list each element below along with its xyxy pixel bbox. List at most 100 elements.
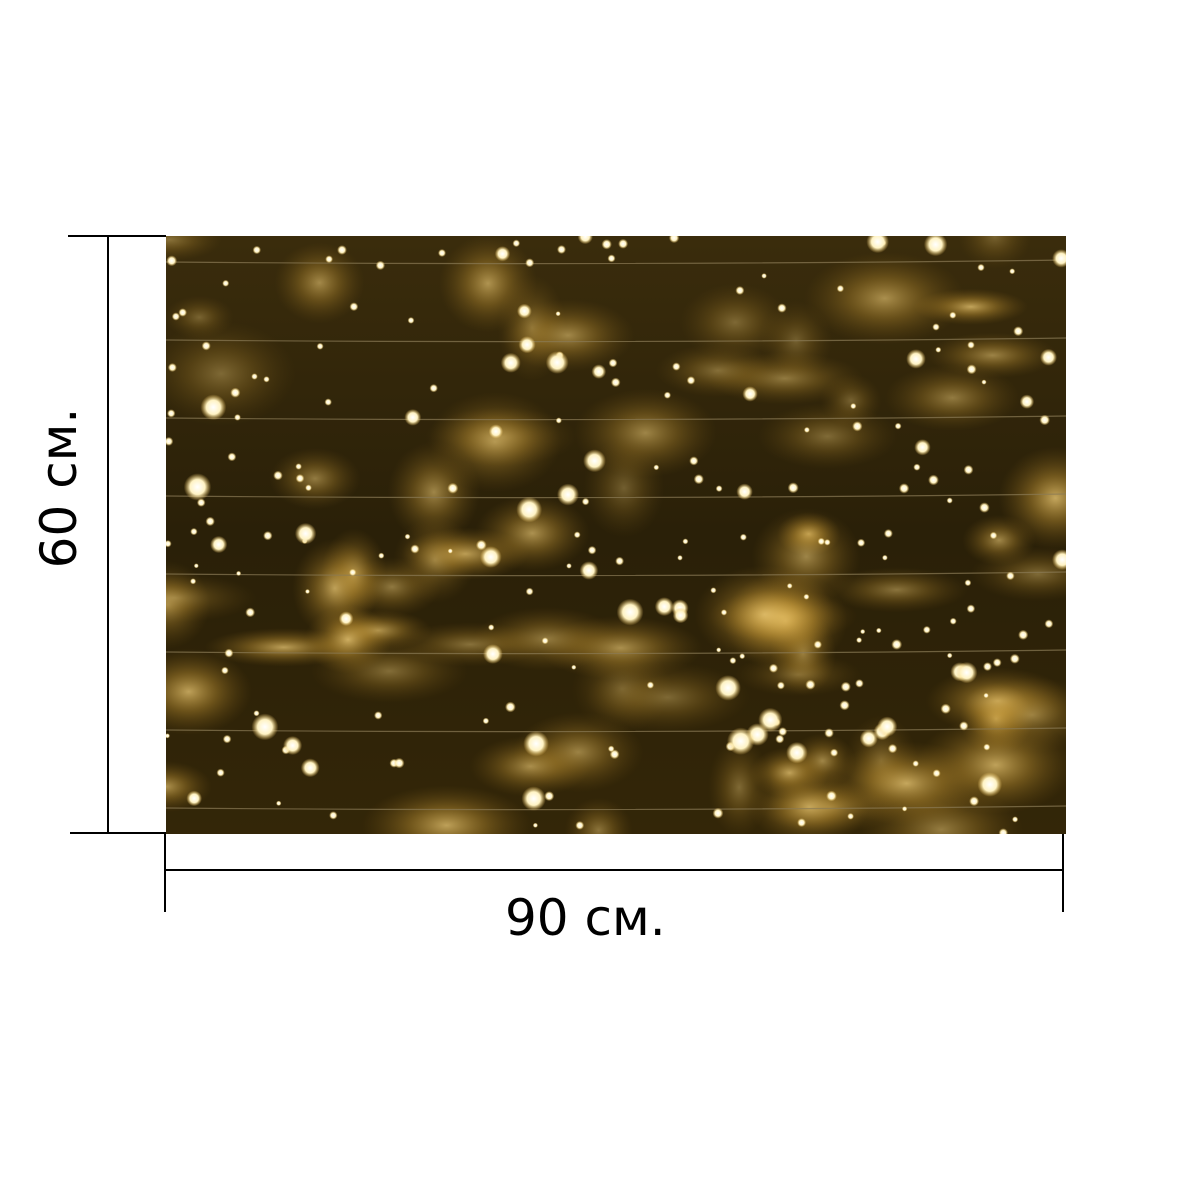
- led-bulb: [516, 496, 543, 523]
- led-bulb: [276, 800, 282, 806]
- led-bulb: [817, 537, 825, 546]
- led-bulb: [488, 624, 495, 631]
- led-bulb: [786, 583, 793, 589]
- led-bulb: [739, 533, 747, 541]
- led-bulb: [166, 436, 174, 446]
- led-bulb: [983, 692, 989, 699]
- led-bulb: [523, 730, 549, 757]
- led-bulb: [447, 482, 459, 494]
- led-bulb: [847, 812, 854, 820]
- light-wire: [166, 415, 1066, 421]
- led-bulb: [190, 527, 198, 536]
- led-bulb: [616, 598, 644, 626]
- width-dimension-line: [166, 869, 1064, 871]
- led-bulb: [615, 556, 624, 566]
- led-bulb: [912, 760, 919, 767]
- led-bulb: [805, 679, 816, 690]
- led-bulb: [729, 657, 737, 665]
- led-bulb: [1040, 348, 1057, 366]
- led-bulb: [1012, 816, 1019, 823]
- led-bulb: [581, 497, 590, 506]
- led-bulb: [607, 745, 615, 753]
- led-bulb: [573, 531, 581, 539]
- led-bulb: [583, 449, 606, 473]
- led-bulb: [777, 303, 787, 313]
- led-bulb: [914, 439, 931, 456]
- led-bulb: [393, 757, 405, 769]
- light-glow: [825, 567, 968, 613]
- led-bulb: [1052, 249, 1066, 268]
- led-bulb: [273, 470, 283, 481]
- light-wire: [166, 649, 1066, 655]
- led-bulb: [1044, 619, 1054, 629]
- led-bulb: [505, 701, 516, 713]
- led-bulb: [720, 609, 728, 616]
- light-wire: [166, 337, 1066, 343]
- led-bulb: [557, 483, 579, 506]
- led-bulb: [787, 482, 799, 494]
- height-top-tick: [68, 235, 166, 237]
- led-bulb: [758, 707, 783, 732]
- led-bulb: [252, 245, 261, 255]
- light-glow: [884, 364, 1021, 431]
- led-bulb: [693, 474, 704, 485]
- led-bulb: [859, 729, 878, 748]
- wire-layer: [166, 259, 1066, 811]
- led-bulb: [245, 607, 256, 618]
- led-bulb: [483, 644, 503, 664]
- led-bulb: [663, 391, 671, 399]
- led-bulb: [949, 617, 957, 625]
- light-wire: [166, 805, 1066, 811]
- led-bulb: [429, 384, 438, 393]
- led-bulb: [1013, 326, 1024, 337]
- led-bulb: [210, 535, 228, 554]
- led-bulb: [201, 341, 211, 351]
- led-bulb: [923, 236, 948, 257]
- led-bulb: [512, 239, 521, 248]
- led-bulb: [967, 341, 975, 349]
- led-bulb: [946, 497, 953, 504]
- led-bulb: [438, 249, 446, 257]
- led-bulb: [901, 806, 908, 812]
- led-bulb: [618, 238, 629, 249]
- led-bulb: [932, 323, 940, 331]
- led-bulb: [517, 303, 532, 319]
- led-bulb: [977, 263, 985, 272]
- led-bulb: [672, 362, 681, 371]
- led-bulb: [300, 758, 320, 778]
- led-bulb: [222, 279, 230, 287]
- led-bulb: [227, 452, 237, 462]
- led-bulb: [475, 539, 487, 551]
- led-bulb: [653, 464, 660, 471]
- led-lights-illustration: [166, 236, 1066, 834]
- led-bulb: [887, 743, 898, 754]
- led-bulb: [979, 502, 990, 513]
- led-bulb: [677, 555, 683, 561]
- led-bulb: [983, 743, 991, 751]
- led-bulb: [251, 713, 279, 741]
- led-bulb: [166, 540, 172, 548]
- led-bulb: [882, 554, 888, 561]
- led-bulb: [587, 545, 597, 555]
- led-bulb: [337, 245, 347, 255]
- led-bulb: [716, 647, 722, 653]
- led-bulb: [966, 364, 977, 375]
- led-bulb: [532, 822, 538, 828]
- led-bulb: [410, 544, 420, 554]
- led-bulb: [646, 681, 655, 689]
- led-bulb: [824, 539, 831, 546]
- led-bulb: [969, 796, 980, 807]
- light-wire: [166, 493, 1066, 499]
- led-bulb: [876, 627, 882, 634]
- led-bulb: [494, 246, 511, 262]
- led-bulb: [739, 653, 746, 660]
- light-glow: [292, 538, 378, 638]
- led-bulb: [251, 373, 258, 380]
- led-bulb: [221, 666, 229, 675]
- led-bulb: [803, 593, 810, 600]
- led-bulb: [913, 463, 921, 471]
- led-bulb: [349, 568, 357, 577]
- led-bulb: [1019, 394, 1035, 409]
- led-bulb: [778, 727, 788, 737]
- led-bulb: [877, 716, 898, 737]
